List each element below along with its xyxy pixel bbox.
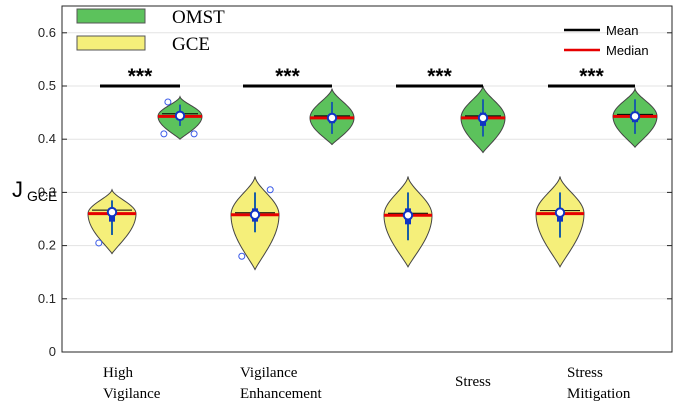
y-axis-label: J — [12, 177, 23, 202]
mean-marker — [554, 207, 566, 218]
significance-stars: *** — [128, 65, 153, 88]
legend-swatch-omst — [76, 8, 146, 24]
category-labels: High Vigilance Vigilance Enhancement Stress S… — [103, 365, 631, 402]
legend-label-omst: OMST — [172, 7, 225, 28]
mean-marker — [249, 209, 261, 220]
category-label: Enhancement — [240, 386, 322, 402]
mean-marker — [402, 210, 414, 221]
outlier-point — [160, 130, 168, 138]
mean-marker — [326, 112, 338, 124]
significance-stars: *** — [427, 65, 452, 88]
significance-stars: *** — [579, 65, 604, 88]
mean-marker — [629, 111, 641, 122]
category-label: Mitigation — [567, 386, 631, 402]
category-label: Vigilance — [103, 386, 161, 402]
y-tick-label: 0.5 — [38, 78, 56, 93]
mean-marker — [106, 206, 118, 218]
legend: OMST GCE Mean Median — [76, 7, 649, 58]
y-axis-ticks: 0 0.1 0.2 0.3 0.4 0.5 0.6 — [38, 25, 672, 359]
plot-frame — [61, 5, 673, 353]
y-tick-label: 0.1 — [38, 291, 56, 306]
legend-label-mean: Mean — [606, 23, 639, 38]
significance-markers: *** *** *** *** — [100, 65, 635, 88]
y-tick-label: 0.6 — [38, 25, 56, 40]
y-tick-label: 0 — [49, 344, 56, 359]
y-tick-label: 0.2 — [38, 238, 56, 253]
legend-label-median: Median — [606, 43, 649, 58]
category-label: Stress — [455, 374, 491, 390]
y-axis-label-subscript: GCE — [27, 188, 57, 204]
outlier-point — [238, 252, 246, 260]
outlier-point — [190, 130, 198, 138]
y-tick-label: 0.4 — [38, 131, 56, 146]
category-label: Stress — [567, 365, 603, 381]
outlier-point — [164, 98, 172, 106]
outlier-point — [266, 186, 274, 194]
mean-marker — [174, 110, 186, 121]
y-tick-label: 0.3 — [38, 184, 56, 199]
violins — [87, 85, 658, 271]
outlier-point — [95, 239, 103, 247]
legend-swatch-gce — [76, 35, 146, 51]
category-label: High — [103, 365, 134, 381]
legend-label-gce: GCE — [172, 34, 210, 55]
mean-marker — [477, 112, 489, 124]
significance-stars: *** — [275, 65, 300, 88]
category-label: Vigilance — [240, 365, 298, 381]
